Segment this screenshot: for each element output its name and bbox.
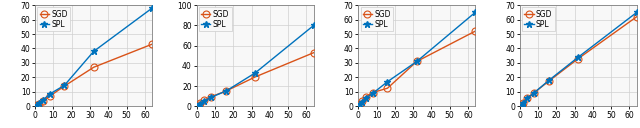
SPL [61, 84, 68, 86]
SPL [524, 98, 531, 99]
SGD [472, 30, 479, 32]
SPL [33, 104, 41, 106]
SPL [252, 72, 259, 74]
Line: SGD: SGD [33, 41, 156, 109]
SPL [148, 7, 156, 9]
SPL [90, 51, 97, 52]
Line: SPL: SPL [357, 9, 479, 107]
SPL [369, 92, 377, 94]
SGD [61, 85, 68, 87]
SPL [518, 104, 525, 106]
SPL [358, 101, 365, 103]
SPL [413, 61, 420, 62]
SGD [222, 90, 230, 92]
SGD [358, 100, 365, 102]
Legend: SGD, SPL: SGD, SPL [38, 7, 70, 31]
Line: SGD: SGD [356, 28, 479, 108]
SPL [362, 98, 369, 99]
SGD [148, 43, 156, 45]
SGD [207, 96, 215, 97]
SPL [207, 96, 215, 98]
SPL [196, 103, 204, 104]
SGD [545, 80, 553, 82]
SGD [633, 16, 640, 17]
SGD [575, 58, 582, 59]
Line: SPL: SPL [518, 9, 640, 108]
SGD [362, 96, 369, 98]
SPL [222, 90, 230, 92]
SPL [35, 103, 43, 104]
Line: SPL: SPL [34, 5, 156, 108]
SGD [252, 76, 259, 78]
SGD [33, 104, 41, 106]
SPL [520, 102, 527, 103]
Legend: SGD, SPL: SGD, SPL [522, 7, 555, 31]
SGD [524, 98, 531, 99]
SPL [38, 100, 46, 101]
SGD [413, 61, 420, 62]
SGD [38, 100, 46, 102]
SPL [356, 103, 364, 105]
Legend: SGD, SPL: SGD, SPL [360, 7, 393, 31]
SPL [46, 93, 54, 95]
SGD [46, 95, 54, 97]
SPL [545, 79, 553, 81]
SPL [310, 25, 317, 26]
SGD [369, 92, 377, 93]
SGD [383, 87, 391, 89]
SPL [383, 81, 391, 82]
Line: SGD: SGD [195, 49, 317, 108]
SGD [35, 103, 43, 104]
SPL [472, 12, 479, 13]
SPL [195, 104, 202, 106]
SPL [531, 92, 538, 93]
SPL [575, 56, 582, 58]
SGD [195, 104, 202, 105]
SGD [356, 103, 364, 105]
SPL [200, 100, 208, 102]
SGD [196, 102, 204, 104]
SGD [531, 92, 538, 93]
Line: SGD: SGD [518, 13, 640, 108]
SGD [310, 52, 317, 53]
Line: SPL: SPL [195, 22, 317, 108]
SGD [200, 99, 208, 101]
SGD [518, 104, 525, 106]
SGD [90, 66, 97, 68]
Legend: SGD, SPL: SGD, SPL [199, 7, 232, 31]
SGD [520, 102, 527, 103]
SPL [633, 12, 640, 13]
